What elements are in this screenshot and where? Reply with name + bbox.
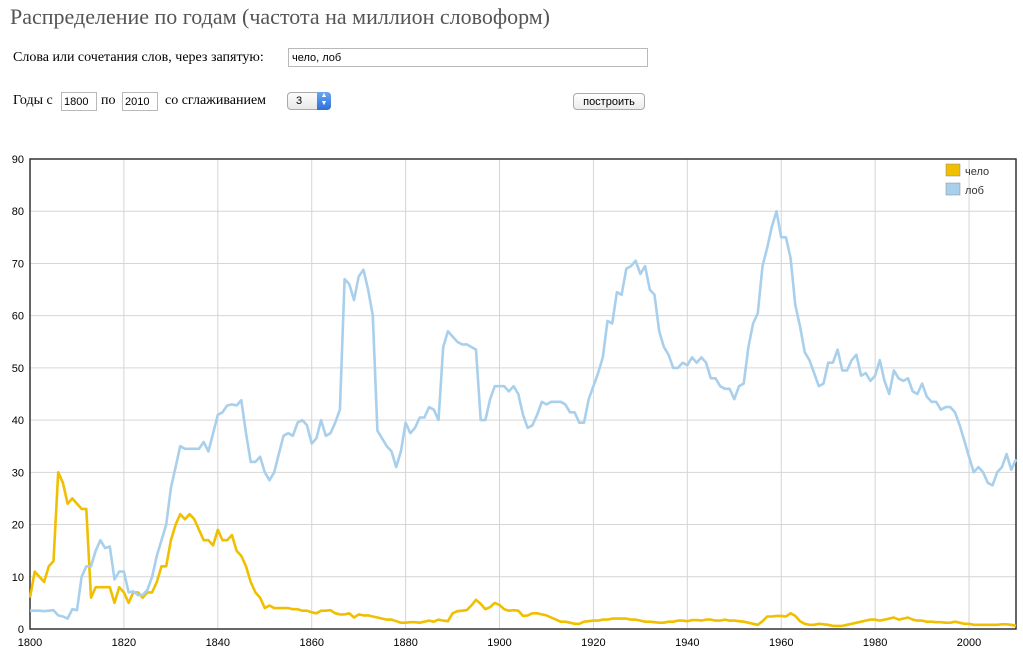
y-tick-label: 10 [12, 572, 24, 584]
x-tick-label: 2000 [957, 637, 981, 649]
words-input[interactable] [288, 48, 648, 67]
build-button[interactable]: построить [573, 93, 645, 110]
legend-label-2: лоб [965, 185, 984, 197]
updown-arrows-icon: ▲ ▼ [317, 92, 331, 110]
y-tick-label: 50 [12, 363, 24, 375]
years-from-label: Годы с [13, 93, 53, 108]
y-tick-label: 70 [12, 258, 24, 270]
year-from-input[interactable] [61, 92, 97, 111]
y-tick-label: 0 [18, 624, 24, 636]
y-tick-label: 40 [12, 415, 24, 427]
year-to-input[interactable] [122, 92, 158, 111]
y-tick-label: 60 [12, 311, 24, 323]
y-tick-label: 80 [12, 206, 24, 218]
x-tick-label: 1840 [206, 637, 230, 649]
page-title: Распределение по годам (частота на милли… [10, 4, 551, 29]
x-tick-label: 1980 [863, 637, 887, 649]
plot-frame [29, 158, 1017, 630]
x-tick-label: 1880 [393, 637, 417, 649]
years-to-label: по [101, 93, 116, 108]
legend-swatch-2 [945, 182, 961, 196]
x-tick-label: 1920 [581, 637, 605, 649]
x-tick-label: 1860 [299, 637, 323, 649]
series-line-2 [30, 209, 1018, 620]
y-tick-label: 20 [12, 520, 24, 532]
x-tick-label: 1940 [675, 637, 699, 649]
words-label: Слова или сочетания слов, через запятую: [13, 50, 264, 65]
legend-label-1: чело [965, 166, 989, 178]
y-tick-label: 30 [12, 467, 24, 479]
frequency-chart: 0 10 20 30 40 50 60 70 80 90 1800 1820 1840 1860 1880 1… [12, 154, 1018, 649]
x-tick-label: 1960 [769, 637, 793, 649]
smoothing-select[interactable]: 3 ▲ ▼ [287, 92, 331, 110]
x-tick-label: 1800 [18, 637, 42, 649]
x-tick-label: 1900 [487, 637, 511, 649]
series-line-1 [28, 471, 1017, 628]
smoothing-value: 3 [296, 95, 303, 107]
y-tick-label: 90 [12, 154, 24, 166]
x-tick-label: 1820 [112, 637, 136, 649]
legend-swatch-1 [945, 163, 961, 177]
smoothing-label: со сглаживанием [165, 93, 267, 108]
